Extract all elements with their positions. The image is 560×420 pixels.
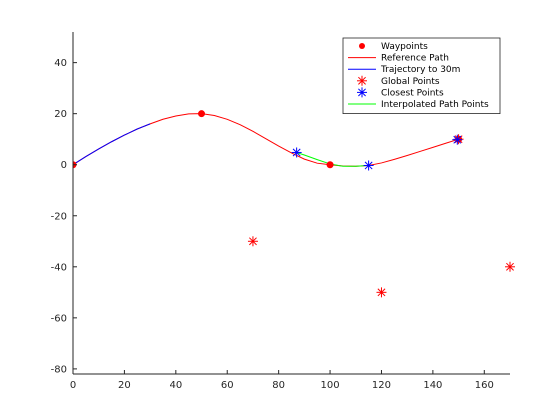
- series-waypoints-point: [198, 110, 206, 118]
- series-closest-points-point: [452, 134, 463, 145]
- legend-entry-waypoints: Waypoints: [359, 42, 428, 52]
- legend-label-reference-path: Reference Path: [381, 54, 449, 64]
- legend-label-closest-points: Closest Points: [381, 88, 444, 98]
- legend-entry-trajectory-to-30m: Trajectory to 30m: [348, 65, 460, 75]
- y-tick-label: -80: [51, 364, 67, 375]
- series-closest-points-point: [363, 160, 374, 171]
- legend-entry-interpolated-path-points: Interpolated Path Points: [348, 100, 489, 110]
- legend-label-global-points: Global Points: [381, 77, 440, 87]
- legend-swatch-waypoints: [359, 43, 365, 49]
- series-global-points-point-d2: [248, 237, 257, 246]
- y-tick-label: 0: [61, 160, 67, 171]
- y-tick-label: -20: [51, 211, 67, 222]
- legend-label-trajectory-to-30m: Trajectory to 30m: [380, 65, 460, 75]
- series-global-points-point: [376, 287, 387, 298]
- series-global-points-point-d2: [506, 262, 514, 271]
- series-closest-points-point: [291, 147, 302, 158]
- x-tick-label: 80: [272, 380, 285, 391]
- legend-swatch-closest-points: [357, 87, 367, 98]
- legend-entry-reference-path: Reference Path: [348, 54, 449, 64]
- series-closest-points-point-d2: [364, 161, 373, 170]
- legend-label-interpolated-path-points: Interpolated Path Points: [381, 100, 489, 110]
- plot-area: [73, 110, 515, 298]
- x-tick-label: 120: [372, 380, 391, 391]
- series-global-points-point: [453, 134, 464, 145]
- x-tick-label: 60: [221, 380, 234, 391]
- y-tick-label: 20: [54, 109, 67, 120]
- legend-entry-global-points: Global Points: [357, 75, 440, 87]
- axes: 0 20 40 60 80 100 120 140 160 -80 -60 -40 -20 0 20 40: [51, 32, 510, 391]
- x-tick-label: 0: [70, 380, 76, 391]
- series-global-points-point: [247, 236, 258, 247]
- x-tick-label: 160: [475, 380, 494, 391]
- legend-box: [342, 37, 501, 114]
- legend-entry-closest-points: Closest Points: [357, 87, 444, 98]
- legend-label-waypoints: Waypoints: [381, 42, 428, 52]
- series-global-points-point-d2: [377, 288, 386, 297]
- y-tick-label: -40: [51, 262, 67, 273]
- x-tick-label: 40: [169, 380, 182, 391]
- series-closest-points-point-d2: [292, 148, 301, 157]
- data-layer: [73, 110, 463, 169]
- x-tick-label: 20: [118, 380, 131, 391]
- series-trajectory-to-30m-line: [73, 123, 151, 166]
- series-closest-points-point-d2: [453, 135, 462, 144]
- series-global-points-point: [505, 261, 515, 272]
- series-global-points-point-d2: [454, 135, 463, 144]
- series-waypoints-point: [326, 161, 334, 169]
- y-tick-label: 40: [54, 58, 67, 69]
- legend-swatch-closest-points-d2: [358, 88, 366, 97]
- y-tick-label: -60: [51, 313, 67, 324]
- x-tick-label: 100: [321, 380, 340, 391]
- x-tick-label: 140: [423, 380, 442, 391]
- legend-swatch-global-points: [357, 75, 367, 86]
- legend-swatch-global-points-d2: [358, 76, 366, 85]
